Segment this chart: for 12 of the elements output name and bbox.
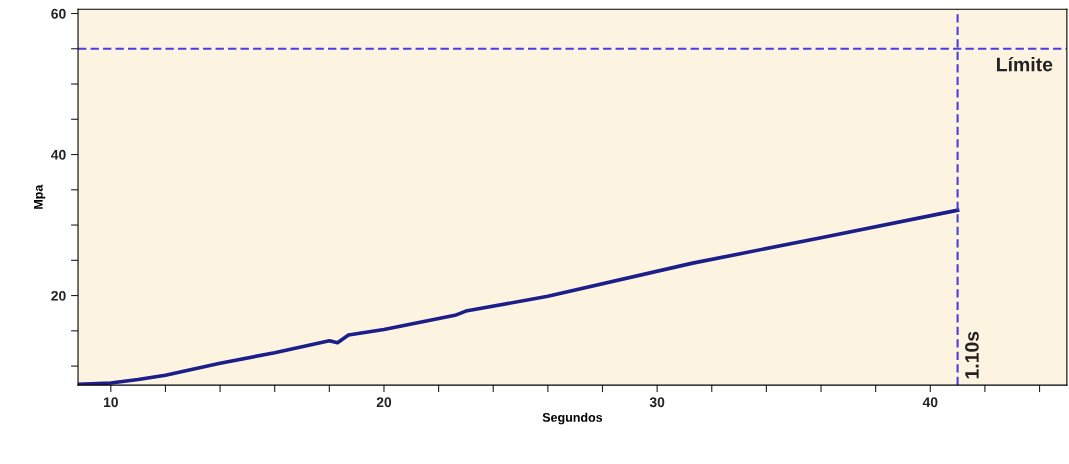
x-axis-title: Segundos bbox=[542, 412, 603, 425]
y-tick-label: 20 bbox=[51, 290, 66, 301]
ref-line-label: Límite bbox=[997, 56, 1053, 72]
x-tick-label: 40 bbox=[922, 397, 938, 408]
y-tick-label: 60 bbox=[51, 8, 66, 19]
y-axis-title: Mpa bbox=[34, 184, 46, 209]
y-tick-label: 40 bbox=[50, 149, 66, 160]
line-series bbox=[78, 208, 960, 386]
x-tick-label: 20 bbox=[376, 397, 392, 408]
x-tick-label: 10 bbox=[103, 397, 118, 408]
ref-line-label: 1.10s bbox=[965, 331, 979, 379]
x-tick-label: 30 bbox=[649, 397, 665, 408]
